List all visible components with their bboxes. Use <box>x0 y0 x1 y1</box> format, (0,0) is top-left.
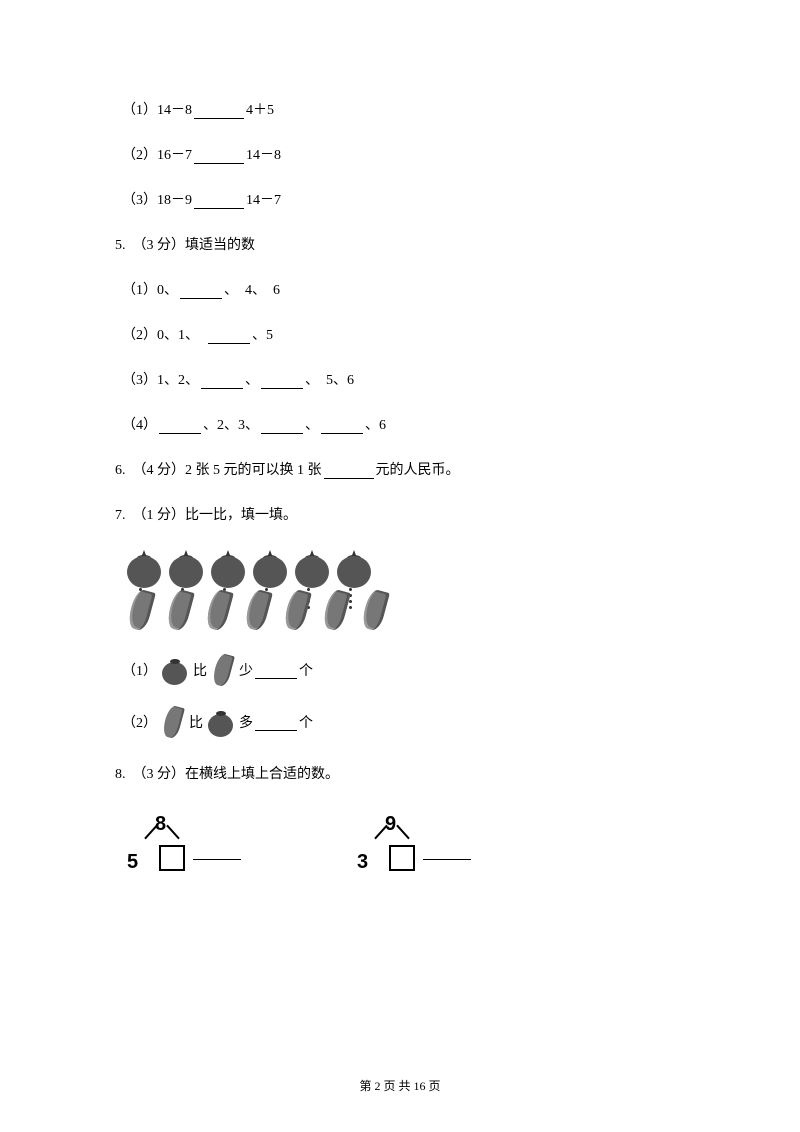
q8-title: 8. （3 分）在横线上填上合适的数。 <box>115 764 685 785</box>
q7-sub2-suffix: 个 <box>299 713 313 734</box>
tomato-icon <box>207 709 235 737</box>
q8-title-text: 8. （3 分）在横线上填上合适的数。 <box>115 764 339 785</box>
page-footer: 第 2 页 共 16 页 <box>0 1077 800 1094</box>
banana-icon <box>318 590 354 634</box>
banana-icon <box>162 590 198 634</box>
q5-title-text: 5. （3 分）填适当的数 <box>115 235 255 256</box>
q4-sub3-prefix: （3）18－9 <box>122 190 192 211</box>
number-bond-1: 8 5 <box>127 809 247 873</box>
q5-sub3-mid: 、 <box>245 370 259 391</box>
q7-sub1-suffix: 个 <box>299 661 313 682</box>
number-bond-2: 9 3 <box>357 809 477 873</box>
q5-sub4: （4） 、2、3、 、 、6 <box>122 415 685 436</box>
blank[interactable] <box>193 859 241 860</box>
q5-sub2: （2）0、1、 、5 <box>122 325 685 346</box>
q7-sub2: （2） 比 多 个 <box>122 706 685 740</box>
blank[interactable] <box>255 715 297 731</box>
q7-sub1-mid: 比 <box>193 661 207 682</box>
banana-icon <box>279 590 315 634</box>
tomato-row <box>125 550 685 588</box>
answer-box[interactable] <box>389 845 415 871</box>
q4-sub1-prefix: （1）14－8 <box>122 100 192 121</box>
banana-row <box>123 590 685 634</box>
q7-title: 7. （1 分）比一比，填一填。 <box>115 505 685 526</box>
blank[interactable] <box>194 193 244 209</box>
blank[interactable] <box>261 373 303 389</box>
tomato-icon <box>125 550 163 588</box>
q4-sub1: （1）14－8 4＋5 <box>122 100 685 121</box>
q4-sub2-suffix: 14－8 <box>246 145 281 166</box>
q5-sub2-prefix: （2）0、1、 <box>122 325 206 346</box>
blank[interactable] <box>180 283 222 299</box>
banana-icon <box>240 590 276 634</box>
tomato-icon <box>251 550 289 588</box>
banana-icon <box>161 706 185 740</box>
q5-sub1-suffix: 、 4、 6 <box>224 280 280 301</box>
blank[interactable] <box>423 859 471 860</box>
q5-sub4-b: 、 <box>305 415 319 436</box>
bond2-left: 3 <box>357 847 368 877</box>
q5-sub4-prefix: （4） <box>122 415 157 436</box>
q5-sub1-prefix: （1）0、 <box>122 280 178 301</box>
footer-text: 第 2 页 共 16 页 <box>359 1079 440 1093</box>
blank[interactable] <box>261 418 303 434</box>
q6-suffix: 元的人民币。 <box>376 460 460 481</box>
q7-sub2-mid: 比 <box>189 713 203 734</box>
tomato-icon <box>293 550 331 588</box>
q5-sub1: （1）0、 、 4、 6 <box>122 280 685 301</box>
q8-bonds: 8 5 9 3 <box>127 809 685 873</box>
q7-title-text: 7. （1 分）比一比，填一填。 <box>115 505 297 526</box>
q5-sub3-prefix: （3）1、2、 <box>122 370 199 391</box>
tomato-icon <box>335 550 373 588</box>
q5-title: 5. （3 分）填适当的数 <box>115 235 685 256</box>
bond-line <box>396 825 410 840</box>
q6: 6. （4 分）2 张 5 元的可以换 1 张 元的人民币。 <box>115 460 685 481</box>
blank[interactable] <box>194 103 244 119</box>
q4-sub3-suffix: 14－7 <box>246 190 281 211</box>
q7-sub2-prefix: （2） <box>122 713 157 734</box>
q7-sub1: （1） 比 少 个 <box>122 654 685 688</box>
banana-icon <box>211 654 235 688</box>
answer-box[interactable] <box>159 845 185 871</box>
tomato-icon <box>209 550 247 588</box>
bond-line <box>166 825 180 840</box>
blank[interactable] <box>321 418 363 434</box>
q5-sub3: （3）1、2、 、 、 5、6 <box>122 370 685 391</box>
banana-icon <box>201 590 237 634</box>
q7-sub1-prefix: （1） <box>122 661 157 682</box>
q4-sub3: （3）18－9 14－7 <box>122 190 685 211</box>
q5-sub4-a: 、2、3、 <box>203 415 259 436</box>
q5-sub2-suffix: 、5 <box>252 325 273 346</box>
blank[interactable] <box>324 463 374 479</box>
banana-icon <box>123 590 159 634</box>
q7-sub2-word: 多 <box>239 713 253 734</box>
bond1-left: 5 <box>127 847 138 877</box>
q4-sub1-suffix: 4＋5 <box>246 100 274 121</box>
blank[interactable] <box>201 373 243 389</box>
blank[interactable] <box>159 418 201 434</box>
q4-sub2: （2）16－7 14－8 <box>122 145 685 166</box>
tomato-icon <box>167 550 205 588</box>
q6-prefix: 6. （4 分）2 张 5 元的可以换 1 张 <box>115 460 322 481</box>
blank[interactable] <box>194 148 244 164</box>
q4-sub2-prefix: （2）16－7 <box>122 145 192 166</box>
q7-sub1-word: 少 <box>239 661 253 682</box>
q7-figure <box>125 550 685 634</box>
banana-icon <box>357 590 393 634</box>
blank[interactable] <box>208 328 250 344</box>
blank[interactable] <box>255 663 297 679</box>
q5-sub4-c: 、6 <box>365 415 386 436</box>
q5-sub3-suffix: 、 5、6 <box>305 370 354 391</box>
tomato-icon <box>161 657 189 685</box>
page-content: （1）14－8 4＋5 （2）16－7 14－8 （3）18－9 14－7 5.… <box>0 0 800 873</box>
